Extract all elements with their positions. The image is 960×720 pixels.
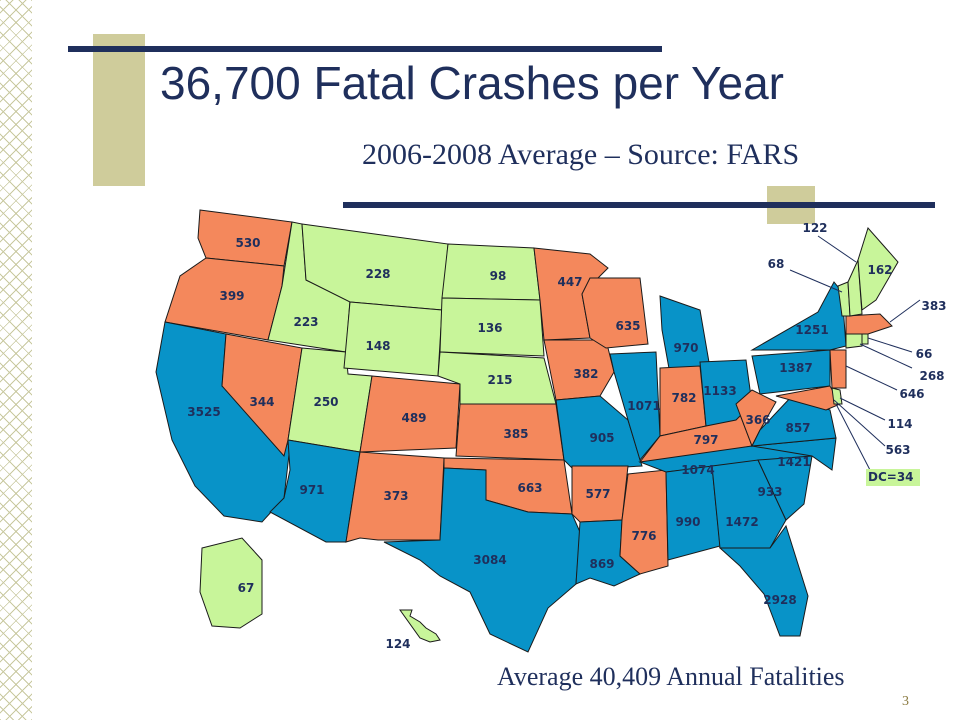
label-NV: 344 xyxy=(249,395,274,409)
label-FL: 2928 xyxy=(763,593,796,607)
label-AK: 67 xyxy=(238,581,255,595)
label-CO: 489 xyxy=(401,411,426,425)
label-MN: 447 xyxy=(557,275,582,289)
slide-subtitle: 2006-2008 Average – Source: FARS xyxy=(362,138,800,171)
state-HI xyxy=(399,609,441,643)
label-VT: 68 xyxy=(768,257,785,271)
label-ID: 223 xyxy=(293,315,318,329)
page-number: 3 xyxy=(902,694,909,709)
state-MS xyxy=(619,469,669,575)
state-WV xyxy=(735,389,777,448)
label-NH: 122 xyxy=(802,221,827,235)
label-SC: 933 xyxy=(757,485,782,499)
title-tan-block xyxy=(93,34,145,186)
state-DE xyxy=(831,387,843,405)
label-GA: 1472 xyxy=(725,515,758,529)
state-AL xyxy=(665,465,721,561)
state-GA xyxy=(711,459,787,549)
label-AL: 990 xyxy=(675,515,700,529)
state-NH xyxy=(847,259,863,317)
state-FL xyxy=(718,524,809,637)
label-AZ: 971 xyxy=(299,483,324,497)
label-HI: 124 xyxy=(385,637,410,651)
state-IL xyxy=(609,351,661,462)
label-VA: 857 xyxy=(785,421,810,435)
label-NE: 215 xyxy=(487,373,512,387)
label-WV: 366 xyxy=(745,413,770,427)
state-CO xyxy=(359,375,461,453)
subtitle-rule xyxy=(343,202,935,208)
label-MT: 228 xyxy=(365,267,390,281)
label-OR: 399 xyxy=(219,289,244,303)
label-LA: 869 xyxy=(589,557,614,571)
state-ME xyxy=(857,227,899,311)
label-CT: 268 xyxy=(919,369,944,383)
dc-label-box xyxy=(866,469,920,486)
label-WI: 635 xyxy=(615,319,640,333)
label-IA: 382 xyxy=(573,367,598,381)
state-MO xyxy=(555,395,643,471)
label-AR: 577 xyxy=(585,487,610,501)
callout-lines xyxy=(789,235,921,471)
label-KY: 797 xyxy=(693,433,718,447)
label-NY: 1251 xyxy=(795,323,828,337)
label-MD: 563 xyxy=(885,443,910,457)
label-OK: 663 xyxy=(517,481,542,495)
state-NJ xyxy=(829,349,847,389)
label-PA: 1387 xyxy=(779,361,812,375)
label-NJ: 646 xyxy=(899,387,924,401)
label-ND: 98 xyxy=(490,269,507,283)
label-IL: 1071 xyxy=(627,399,660,413)
state-TX xyxy=(383,467,581,653)
label-KS: 385 xyxy=(503,427,528,441)
state-AK xyxy=(199,537,263,629)
state-WI xyxy=(581,277,649,349)
slide-title: 36,700 Fatal Crashes per Year xyxy=(160,57,784,109)
label-RI: 66 xyxy=(916,347,933,361)
label-MO: 905 xyxy=(589,431,614,445)
label-MS: 776 xyxy=(631,529,656,543)
label-TX: 3084 xyxy=(473,553,506,567)
label-CA: 3525 xyxy=(187,405,220,419)
state-labels: 530 399 3525 223 344 250 971 228 148 489… xyxy=(187,221,946,651)
label-ME: 162 xyxy=(867,263,892,277)
label-MA: 383 xyxy=(921,299,946,313)
label-UT: 250 xyxy=(313,395,338,409)
label-TN: 1074 xyxy=(681,463,714,477)
label-OH: 1133 xyxy=(703,384,736,398)
state-WY xyxy=(343,301,443,377)
state-NY xyxy=(750,281,847,351)
state-SD xyxy=(439,297,545,357)
label-MI: 970 xyxy=(673,341,698,355)
label-NM: 373 xyxy=(383,489,408,503)
top-rule xyxy=(68,46,662,52)
state-SC xyxy=(757,455,813,521)
dc-label: DC=34 xyxy=(868,470,914,484)
label-NC: 1421 xyxy=(777,455,810,469)
hatch-border xyxy=(0,0,32,720)
label-IN: 782 xyxy=(671,391,696,405)
footer-note: Average 40,409 Annual Fatalities xyxy=(497,662,845,691)
state-NV xyxy=(221,333,303,458)
label-SD: 136 xyxy=(477,321,502,335)
label-WY: 148 xyxy=(365,339,390,353)
state-shapes xyxy=(155,209,899,653)
state-MA xyxy=(845,313,893,335)
label-DE: 114 xyxy=(887,417,912,431)
label-WA: 530 xyxy=(235,236,260,250)
